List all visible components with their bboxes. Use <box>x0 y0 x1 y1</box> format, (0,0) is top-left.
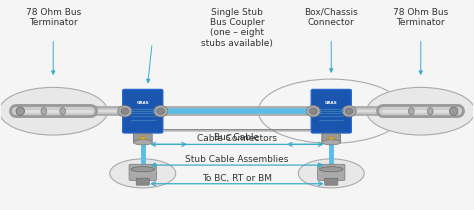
Text: Bus Cable: Bus Cable <box>214 133 260 142</box>
Circle shape <box>139 137 146 140</box>
Text: GRAS: GRAS <box>137 101 149 105</box>
Ellipse shape <box>306 105 320 117</box>
FancyBboxPatch shape <box>325 178 338 185</box>
Ellipse shape <box>310 108 317 114</box>
Ellipse shape <box>60 108 65 115</box>
Ellipse shape <box>121 108 128 114</box>
FancyBboxPatch shape <box>322 134 341 143</box>
Circle shape <box>0 87 108 135</box>
FancyBboxPatch shape <box>318 164 345 180</box>
FancyBboxPatch shape <box>129 164 156 180</box>
Text: Single Stub
Bus Coupler
(one – eight
stubs available): Single Stub Bus Coupler (one – eight stu… <box>201 8 273 48</box>
Ellipse shape <box>428 108 433 115</box>
Ellipse shape <box>449 107 458 115</box>
Circle shape <box>366 87 474 135</box>
FancyBboxPatch shape <box>133 134 152 143</box>
Ellipse shape <box>118 105 132 117</box>
Ellipse shape <box>41 108 46 115</box>
Circle shape <box>328 137 335 140</box>
Ellipse shape <box>346 108 353 114</box>
FancyBboxPatch shape <box>136 178 149 185</box>
Text: 78 Ohm Bus
Terminator: 78 Ohm Bus Terminator <box>26 8 81 27</box>
Ellipse shape <box>342 105 356 117</box>
Circle shape <box>298 159 364 188</box>
Circle shape <box>110 159 176 188</box>
Text: Cable Connectors: Cable Connectors <box>197 134 277 143</box>
Ellipse shape <box>16 107 25 115</box>
Bar <box>313 108 319 114</box>
FancyBboxPatch shape <box>123 89 163 133</box>
Text: Stub Cable Assemblies: Stub Cable Assemblies <box>185 155 289 164</box>
Bar <box>125 108 130 114</box>
Ellipse shape <box>319 167 343 172</box>
Ellipse shape <box>409 108 414 115</box>
Ellipse shape <box>133 140 152 145</box>
FancyBboxPatch shape <box>311 89 351 133</box>
Ellipse shape <box>131 167 155 172</box>
Ellipse shape <box>322 140 341 145</box>
Text: GRAS: GRAS <box>325 101 337 105</box>
Text: 78 Ohm Bus
Terminator: 78 Ohm Bus Terminator <box>393 8 448 27</box>
Ellipse shape <box>157 108 164 114</box>
Text: Box/Chassis
Connector: Box/Chassis Connector <box>304 8 358 27</box>
Bar <box>349 108 355 114</box>
Ellipse shape <box>154 105 168 117</box>
Bar <box>161 108 166 114</box>
Text: To BC, RT or BM: To BC, RT or BM <box>202 174 272 183</box>
